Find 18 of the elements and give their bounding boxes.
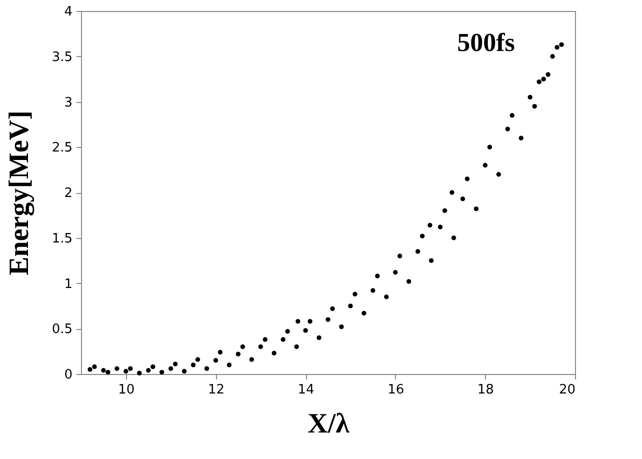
x-tick-label: 12 (208, 382, 224, 398)
annotation: 500fs (457, 28, 515, 57)
y-tick-label: 0 (64, 368, 72, 382)
y-tick-label: 3.5 (52, 50, 72, 65)
y-tick-label: 0.5 (52, 322, 72, 338)
x-tick-label: 16 (388, 382, 404, 398)
y-tick-label: 4 (64, 4, 72, 20)
y-tick-label: 1 (64, 276, 72, 292)
x-tick-label: 10 (118, 382, 135, 398)
x-tick-label: 18 (477, 382, 494, 398)
y-tick-label: 3 (64, 95, 72, 110)
y-axis-title: Energy[MeV] (4, 110, 35, 276)
y-tick-label: 1.5 (52, 231, 72, 246)
x-axis-title: X/λ (308, 408, 350, 440)
x-tick-label: 14 (298, 382, 314, 398)
y-tick-label: 2.5 (52, 140, 72, 156)
y-tick-label: 2 (64, 186, 72, 201)
x-tick-label: 20 (558, 382, 576, 398)
